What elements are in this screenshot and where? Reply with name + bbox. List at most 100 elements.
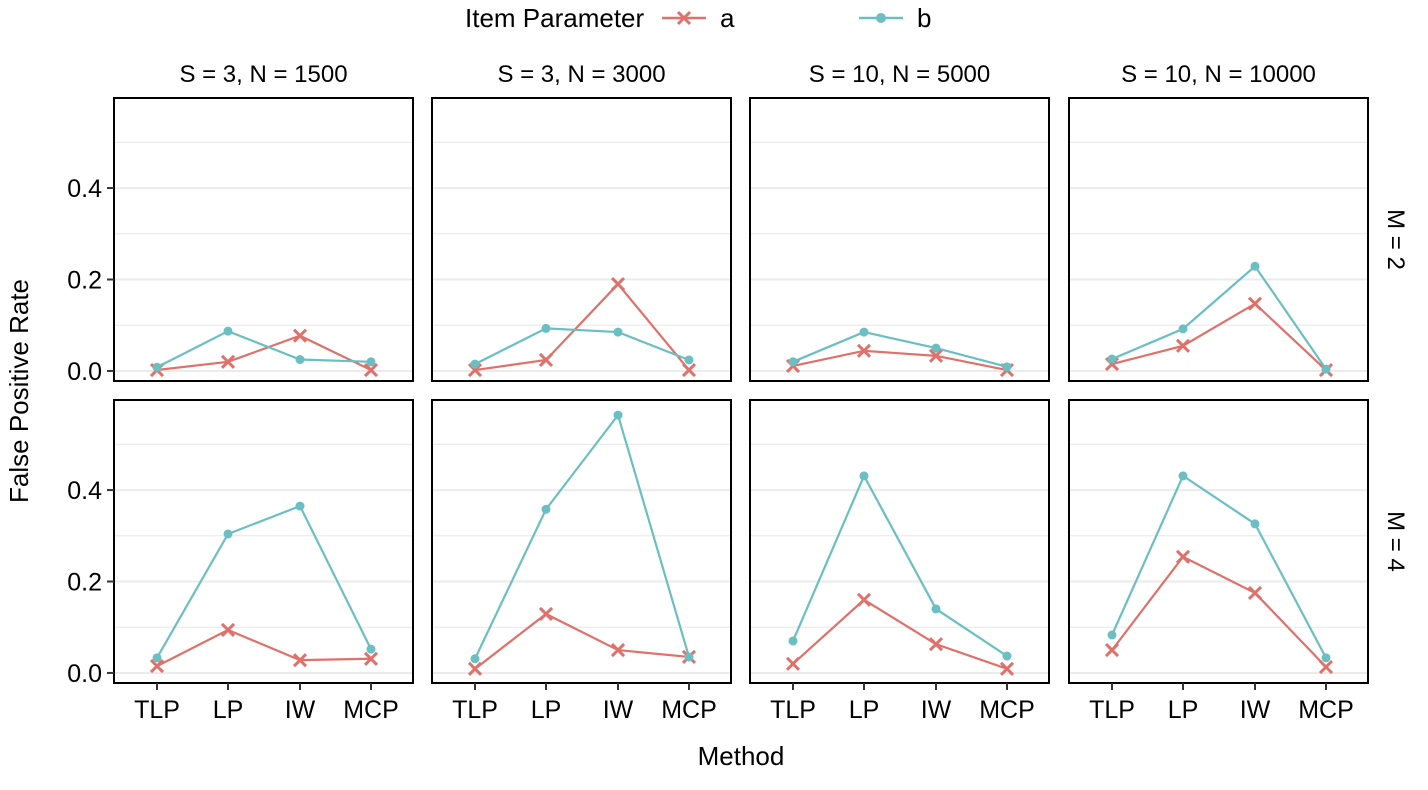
x-tick-label: MCP [343,696,399,724]
data-point-b [366,357,376,367]
series-line-b [792,330,1008,368]
x-tick-label: IW [921,696,952,724]
legend-label-b: b [917,3,931,33]
series-line-b [791,473,1008,657]
data-point-b [859,471,869,481]
data-point-a [1104,643,1120,658]
series-line-b [156,329,372,369]
data-point-a [220,354,236,369]
data-point-a [220,622,236,638]
series-line-b [1111,264,1327,370]
data-point-a [785,656,801,671]
panel-border [431,97,732,382]
data-point-b [470,359,480,369]
data-point-b [223,529,233,539]
panel-border [1068,97,1369,382]
data-point-a [1247,296,1263,311]
data-point-b [152,362,162,372]
x-tick-label: MCP [1298,696,1354,724]
legend-entry-b: b [859,3,931,33]
data-point-b [1178,324,1188,334]
facet-column-label: S = 3, N = 3000 [497,61,665,88]
data-point-b [152,653,162,663]
data-point-a [999,661,1015,676]
panel [749,97,1050,382]
data-point-a [610,277,626,292]
panel: 0.0 0.2 0.4 TLP LP IW MCP [67,399,414,724]
data-point-b [613,410,623,420]
data-point-b [541,323,551,333]
data-point-b [366,644,376,654]
data-point-a [681,362,697,378]
data-point-b [1107,630,1117,640]
facet-column-label: S = 3, N = 1500 [179,61,347,88]
data-point-a [467,661,483,676]
x-tick-label: IW [1240,696,1271,724]
x-tick-label: LP [1168,696,1199,724]
series-line-a [792,349,1008,372]
facet-row-label: M = 2 [1382,209,1409,270]
data-point-a [1318,659,1334,675]
data-point-b [613,327,623,337]
facet-column-label: S = 10, N = 10000 [1121,61,1316,88]
x-tick-label: TLP [770,696,816,724]
data-point-b [684,355,694,365]
series-line-a [156,628,372,668]
y-tick-label: 0.2 [67,267,102,295]
data-point-a [1247,585,1263,600]
panel: TLP LP IW MCP [1068,399,1369,724]
y-tick-label: 0.2 [67,569,102,597]
x-tick-label: MCP [661,696,717,724]
x-tick-label: TLP [452,696,498,724]
data-point-b [859,327,869,337]
data-point-b [1250,519,1260,529]
legend-marker-b [876,13,886,23]
series-line-a [156,334,372,372]
series-line-b [474,327,690,366]
data-point-a [1175,338,1191,353]
data-point-a [856,592,872,607]
panel-border [113,399,414,684]
data-point-b [1107,354,1117,364]
data-point-b [788,636,798,646]
x-tick-label: IW [603,696,634,724]
series-line-a [792,598,1008,670]
panel [1068,97,1369,382]
data-point-a [538,352,554,368]
data-point-b [295,501,305,511]
x-tick-label: TLP [134,696,180,724]
data-point-a [610,643,626,658]
data-point-a [363,651,379,666]
data-point-b [1178,471,1188,481]
legend-label-a: a [720,3,735,33]
facet-column-label: S = 10, N = 5000 [809,61,990,88]
panel-border [113,97,414,382]
panel [431,97,732,382]
panel-border [749,97,1050,382]
data-point-a [292,328,308,343]
data-point-b [223,326,233,336]
series-line-b [1110,474,1327,659]
panel-border [431,399,732,684]
legend-marker-a [676,10,692,26]
x-tick-label: MCP [979,696,1035,724]
data-point-b [1321,653,1331,663]
y-tick-label: 0.0 [67,358,102,386]
series-line-a [1111,555,1327,668]
data-point-b [1002,362,1012,372]
series-line-b [156,504,372,659]
data-point-a [1175,549,1191,564]
data-point-b [1250,261,1260,271]
data-point-b [295,355,305,365]
x-tick-label: LP [213,696,244,724]
y-tick-label: 0.4 [67,477,102,505]
y-axis-title: False Positive Rate [4,279,34,503]
data-point-b [931,604,941,614]
series-line-a [474,612,690,670]
data-point-b [470,654,480,664]
legend-title: Item Parameter [465,3,645,33]
panel: 0.0 0.2 0.4 [67,97,414,386]
series-line-a [474,282,690,372]
